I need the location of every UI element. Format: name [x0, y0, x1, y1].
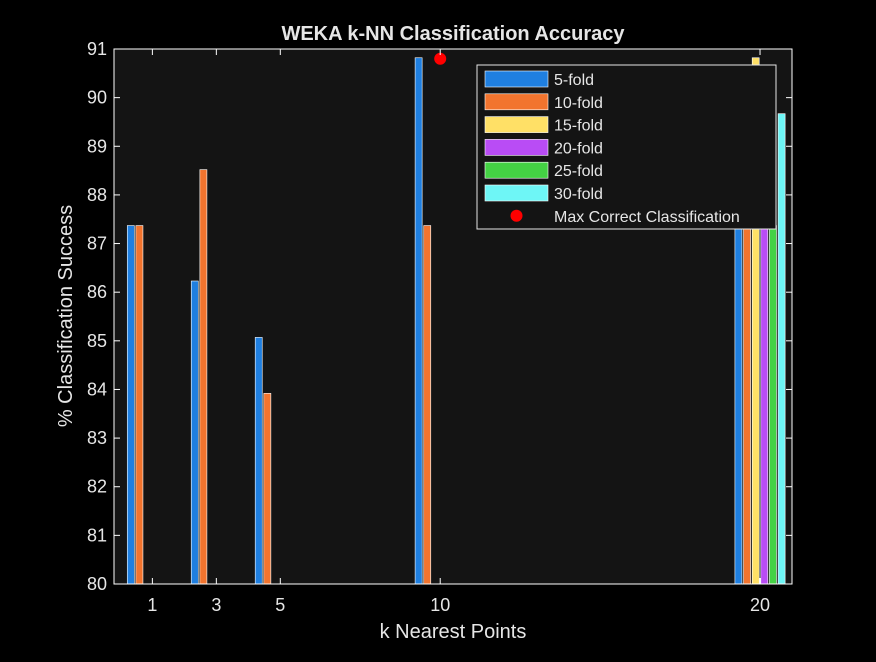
y-tick-label: 89: [87, 136, 107, 156]
bar-10-fold-k10: [423, 225, 432, 585]
legend-label: 15-fold: [554, 118, 603, 135]
x-tick-label: 20: [750, 595, 770, 615]
bar-20-fold-k20: [760, 225, 769, 585]
x-tick-label: 1: [147, 595, 157, 615]
legend-swatch: [484, 70, 549, 88]
legend-label: Max Correct Classification: [554, 209, 740, 226]
x-tick-label: 3: [211, 595, 221, 615]
bar-10-fold-k20: [743, 225, 751, 585]
bar-5-fold-k5: [254, 337, 263, 585]
y-tick-label: 82: [87, 477, 107, 497]
y-tick-label: 80: [87, 574, 107, 594]
bar-5-fold-k20: [734, 225, 743, 585]
legend-swatch: [484, 116, 549, 133]
y-tick-label: 91: [87, 39, 107, 59]
bar-25-fold-k20: [769, 225, 777, 585]
y-tick-label: 86: [87, 282, 107, 302]
bar-5-fold-k10: [414, 57, 423, 585]
y-tick-label: 87: [87, 234, 107, 254]
legend-swatch: [484, 184, 549, 202]
x-axis: 1 3 5 10 20: [147, 49, 770, 615]
legend-label: 25-fold: [554, 163, 603, 180]
legend-label: 30-fold: [554, 186, 603, 203]
max-marker-point: [434, 52, 447, 65]
axes-frame: [113, 48, 793, 585]
x-tick-label: 10: [430, 595, 450, 615]
bar-5-fold-k1: [126, 225, 135, 585]
legend-label: 10-fold: [554, 95, 603, 112]
bar-10-fold-k1: [135, 225, 144, 585]
y-axis: 80 81 82 83 84 85 86 87 88 89 90 91: [87, 39, 792, 594]
legend-swatch: [484, 139, 549, 156]
bar-10-fold-k5: [263, 393, 272, 585]
bar-5-fold-k3: [190, 280, 199, 585]
chart-title: WEKA k-NN Classification Accuracy: [281, 23, 625, 45]
y-tick-label: 88: [87, 185, 107, 205]
legend-label: 20-fold: [554, 140, 603, 157]
x-tick-label: 5: [275, 595, 285, 615]
bar-30-fold-k20: [777, 113, 786, 585]
y-axis-label: % Classification Success: [55, 205, 77, 427]
y-tick-label: 90: [87, 88, 107, 108]
y-tick-label: 84: [87, 379, 107, 399]
legend-label: 5-fold: [554, 72, 594, 89]
legend-swatch: [484, 161, 549, 179]
legend-marker-symbol: [510, 209, 523, 222]
y-tick-label: 81: [87, 525, 107, 545]
x-axis-label: k Nearest Points: [380, 621, 527, 643]
legend: 5-fold 10-fold 15-fold 20-fold 25-fold 30-fol…: [476, 64, 777, 230]
y-tick-label: 83: [87, 428, 107, 448]
marker-group: [434, 52, 447, 65]
y-tick-label: 85: [87, 331, 107, 351]
bar-10-fold-k3: [199, 169, 208, 585]
legend-swatch: [484, 93, 549, 111]
